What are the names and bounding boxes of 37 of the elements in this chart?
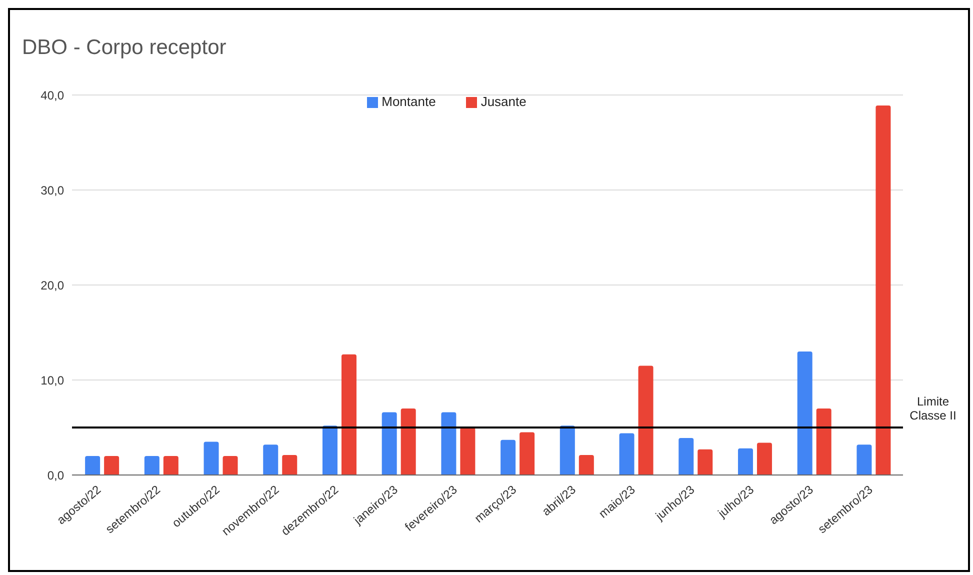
ref-line-label: Limite Classe II bbox=[910, 394, 956, 422]
y-tick-label: 20,0 bbox=[40, 278, 64, 292]
y-tick-label: 10,0 bbox=[40, 373, 64, 388]
bar bbox=[638, 366, 654, 475]
bar bbox=[560, 426, 575, 475]
bar bbox=[797, 352, 812, 475]
bar bbox=[460, 428, 476, 475]
bar bbox=[698, 449, 713, 475]
bar bbox=[756, 442, 772, 475]
legend-label: Jusante bbox=[480, 94, 526, 109]
legend-label: Montante bbox=[382, 94, 436, 109]
bar bbox=[400, 408, 416, 475]
bar bbox=[322, 426, 338, 475]
bar bbox=[578, 455, 594, 475]
bar bbox=[738, 448, 753, 475]
bar bbox=[341, 354, 356, 475]
bar bbox=[856, 444, 872, 475]
bar bbox=[163, 456, 178, 475]
bar bbox=[500, 440, 516, 475]
bar bbox=[144, 456, 160, 475]
chart-title: DBO - Corpo receptor bbox=[22, 36, 226, 60]
bar bbox=[816, 408, 832, 475]
bar bbox=[204, 442, 219, 475]
bar bbox=[222, 456, 238, 475]
bar bbox=[85, 456, 100, 475]
y-tick-label: 0,0 bbox=[47, 468, 64, 482]
bar bbox=[678, 438, 694, 475]
bar bbox=[282, 455, 298, 475]
y-tick-label: 40,0 bbox=[40, 88, 64, 102]
bar bbox=[876, 105, 891, 475]
bar bbox=[619, 433, 634, 475]
bar bbox=[263, 444, 278, 475]
y-tick-label: 30,0 bbox=[40, 183, 64, 198]
bar bbox=[441, 412, 456, 475]
bar bbox=[382, 412, 397, 475]
bar bbox=[104, 456, 120, 475]
bar bbox=[520, 432, 535, 475]
